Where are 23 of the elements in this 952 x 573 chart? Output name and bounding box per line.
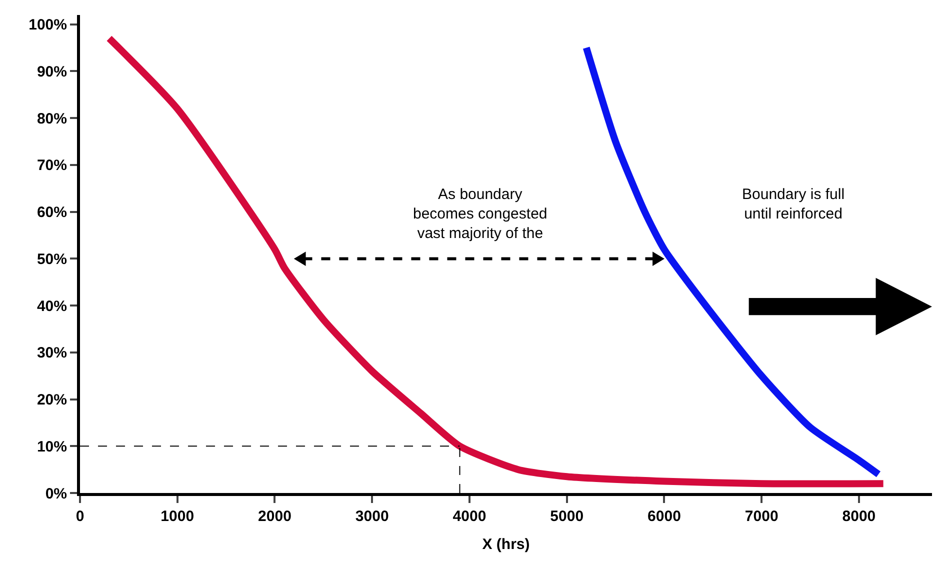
y-tick-label: 40% (36, 298, 67, 315)
annotation: Boundary is full until reinforced (742, 186, 845, 222)
x-tick-label: 6000 (648, 508, 681, 525)
y-tick-label: 90% (36, 63, 67, 80)
y-tick-label: 20% (36, 392, 67, 409)
x-tick-label: 0 (76, 508, 84, 525)
y-tick-label: 10% (36, 438, 67, 456)
y-tick-label: 70% (36, 157, 67, 174)
y-tick-label: 30% (36, 344, 67, 362)
x-tick-label: 5000 (550, 508, 584, 525)
x-tick-label: 3000 (355, 508, 389, 525)
x-tick-label: 7000 (744, 508, 778, 525)
x-tick-label: 2000 (258, 508, 292, 525)
y-tick-label: 0% (45, 485, 67, 502)
x-tick-label: 4000 (452, 508, 486, 525)
y-tick-label: 60% (36, 204, 67, 222)
y-tick-label: 50% (36, 250, 67, 268)
x-tick-label: 1000 (160, 508, 194, 525)
annotation: As boundary becomes congested vast majority of the (413, 186, 548, 242)
y-tick-label: 80% (36, 110, 67, 128)
y-tick-label: 100% (28, 16, 67, 34)
x-axis-title: X (hrs) (482, 536, 530, 553)
x-tick-label: 8000 (842, 508, 876, 525)
